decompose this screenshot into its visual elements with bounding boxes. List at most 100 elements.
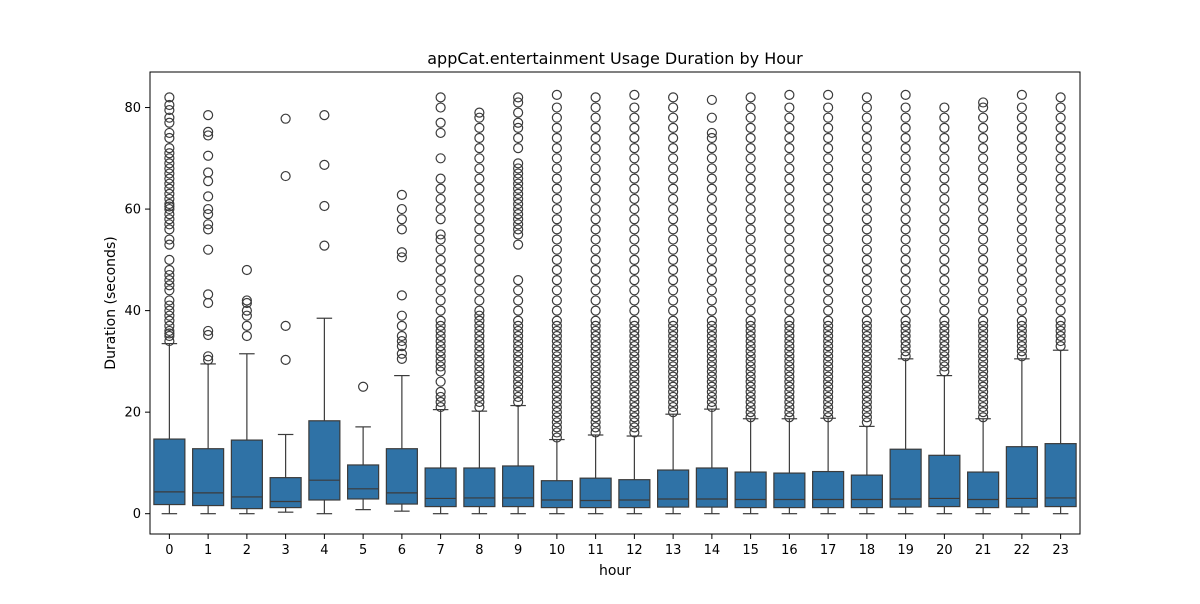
outlier-point [939, 203, 950, 215]
outlier-point [164, 173, 175, 184]
outlier-point [745, 391, 756, 403]
outlier-point [1055, 173, 1066, 184]
outlier-point [861, 320, 872, 331]
outlier-point [1055, 163, 1066, 174]
outlier-point [823, 193, 834, 205]
outlier-point [474, 132, 485, 144]
outlier-point [939, 173, 950, 184]
outlier-point [551, 122, 562, 133]
outlier-point [861, 341, 872, 352]
outlier-point [1016, 330, 1027, 342]
outlier-point [745, 356, 756, 367]
box-group-hour-20 [928, 102, 961, 515]
outlier-point [1055, 193, 1066, 205]
outlier-point [474, 193, 485, 205]
outlier-point [823, 143, 834, 154]
outlier-point [900, 234, 911, 245]
outlier-point [551, 234, 562, 245]
outlier-point [435, 264, 446, 276]
outlier-point [164, 224, 175, 235]
outlier-point [629, 285, 640, 296]
outlier-point [590, 92, 601, 103]
outlier-point [823, 122, 834, 133]
outlier-point [435, 244, 446, 255]
outlier-point [978, 183, 989, 194]
outlier-point [474, 396, 485, 408]
iqr-box [1005, 446, 1038, 508]
outlier-point [668, 320, 679, 331]
outlier-point [706, 234, 717, 245]
outlier-point [513, 92, 524, 103]
outlier-point [784, 132, 795, 144]
outlier-point [551, 173, 562, 184]
outlier-point [939, 351, 950, 362]
outlier-point [668, 346, 679, 357]
outlier-point [590, 295, 601, 306]
box-group-hour-23 [1044, 92, 1077, 515]
outlier-point [784, 351, 795, 362]
outlier-point [668, 275, 679, 286]
outlier-point [590, 122, 601, 133]
outlier-point [164, 275, 175, 286]
outlier-point [164, 99, 175, 111]
box-group-hour-10 [540, 89, 573, 515]
outlier-point [629, 325, 640, 337]
outlier-point [823, 132, 834, 144]
outlier-point [978, 341, 989, 352]
outlier-point [823, 244, 834, 255]
outlier-point [513, 178, 524, 189]
outlier-point [823, 386, 834, 397]
outlier-point [861, 315, 872, 326]
outlier-point [706, 132, 717, 144]
outlier-point [745, 173, 756, 184]
outlier-point [706, 254, 717, 265]
outlier-point [823, 173, 834, 184]
outlier-point [823, 366, 834, 377]
outlier-point [978, 401, 989, 413]
outlier-point [629, 315, 640, 326]
outlier-point [435, 386, 446, 397]
outlier-point [551, 330, 562, 342]
outlier-point [435, 234, 446, 245]
outlier-point [435, 351, 446, 362]
outlier-point [978, 122, 989, 133]
outlier-point [629, 295, 640, 306]
outlier-point [1016, 122, 1027, 133]
outlier-point [900, 346, 911, 357]
outlier-point [203, 191, 214, 202]
outlier-point [861, 376, 872, 387]
outlier-point [164, 325, 175, 337]
outlier-point [590, 315, 601, 326]
outlier-point [203, 329, 214, 341]
outlier-point [1016, 346, 1027, 357]
x-tick-label: 0 [165, 543, 173, 558]
outlier-point [629, 132, 640, 144]
outlier-point [513, 371, 524, 382]
outlier-point [745, 143, 756, 154]
y-tick-label: 20 [124, 406, 141, 421]
outlier-point [629, 356, 640, 367]
outlier-point [978, 335, 989, 347]
outlier-point [590, 173, 601, 184]
outlier-point [551, 401, 562, 413]
outlier-point [939, 112, 950, 123]
outlier-point [629, 361, 640, 372]
outlier-point [396, 335, 407, 347]
outlier-point [203, 224, 214, 235]
outlier-point [823, 203, 834, 215]
outlier-point [706, 112, 717, 123]
outlier-point [978, 320, 989, 331]
outlier-point [939, 335, 950, 347]
box-group-hour-19 [889, 89, 922, 515]
outlier-point [784, 89, 795, 100]
outlier-point [590, 275, 601, 286]
outlier-point [668, 173, 679, 184]
outlier-point [1016, 275, 1027, 286]
outlier-point [978, 412, 989, 423]
outlier-point [745, 295, 756, 306]
outlier-point [1016, 89, 1027, 100]
outlier-point [164, 239, 175, 250]
outlier-point [629, 203, 640, 215]
outlier-point [1055, 341, 1066, 352]
outlier-point [784, 122, 795, 133]
